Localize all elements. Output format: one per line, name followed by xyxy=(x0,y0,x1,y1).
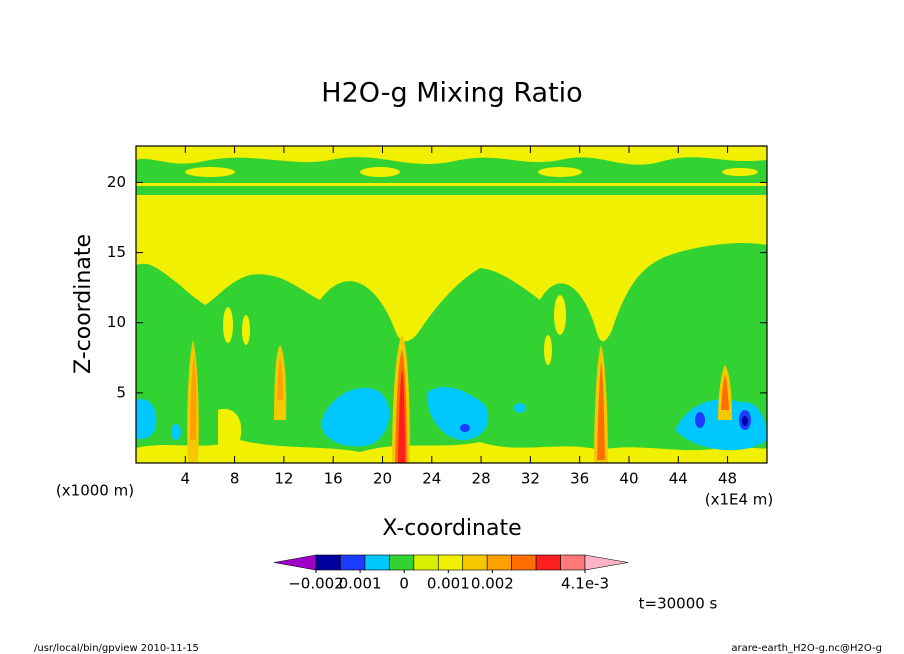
colorbar-box xyxy=(511,554,537,571)
x-tick-label: 20 xyxy=(373,470,392,488)
x-unit-left: (x1000 m) xyxy=(56,482,134,500)
x-tick-label: 36 xyxy=(570,470,589,488)
colorbar-tick-label: 0.001 xyxy=(339,575,382,593)
colorbar-box xyxy=(364,554,390,571)
plot-frame xyxy=(135,145,768,464)
colorbar-box xyxy=(462,554,488,571)
x-tick-label: 16 xyxy=(324,470,343,488)
colorbar-box xyxy=(437,554,464,571)
colorbar-extend-low xyxy=(273,554,317,571)
chart-title: H2O-g Mixing Ratio xyxy=(321,78,582,109)
y-tick-label: 10 xyxy=(107,313,126,331)
y-tick-label: 15 xyxy=(107,243,126,261)
x-tick-label: 48 xyxy=(718,470,737,488)
x-tick-label: 28 xyxy=(472,470,491,488)
colorbar-box xyxy=(315,554,341,571)
x-tick-label: 8 xyxy=(230,470,240,488)
x-tick-label: 24 xyxy=(422,470,441,488)
footer-right: arare-earth_H2O-g.nc@H2O-g xyxy=(731,643,882,654)
colorbar-box xyxy=(560,554,586,571)
y-tick-label: 20 xyxy=(107,173,126,191)
x-axis-label: X-coordinate xyxy=(382,516,521,541)
colorbar-tick-label: 0.002 xyxy=(471,575,514,593)
colorbar-tick-label: 4.1e-3 xyxy=(561,575,609,593)
y-tick-label: 5 xyxy=(116,383,126,401)
colorbar-box xyxy=(389,554,415,571)
colorbar-tick-label: 0.001 xyxy=(427,575,470,593)
colorbar-tick-label: 0 xyxy=(399,575,409,593)
x-tick-label: 12 xyxy=(274,470,293,488)
y-axis-label: Z-coordinate xyxy=(71,234,96,374)
colorbar-box xyxy=(535,554,561,571)
x-unit-right: (x1E4 m) xyxy=(705,491,774,509)
colorbar-tick-label: −0.002 xyxy=(288,575,344,593)
contour-field xyxy=(136,146,767,463)
colorbar-extend-high xyxy=(584,554,629,571)
x-tick-label: 40 xyxy=(619,470,638,488)
x-tick-label: 32 xyxy=(521,470,540,488)
colorbar-box xyxy=(486,554,512,571)
x-tick-label: 4 xyxy=(181,470,191,488)
colorbar-box xyxy=(340,554,366,571)
colorbar-box xyxy=(413,554,439,571)
x-tick-label: 44 xyxy=(669,470,688,488)
annotation: t=30000 s xyxy=(639,595,718,613)
footer-left: /usr/local/bin/gpview 2010-11-15 xyxy=(34,643,199,654)
